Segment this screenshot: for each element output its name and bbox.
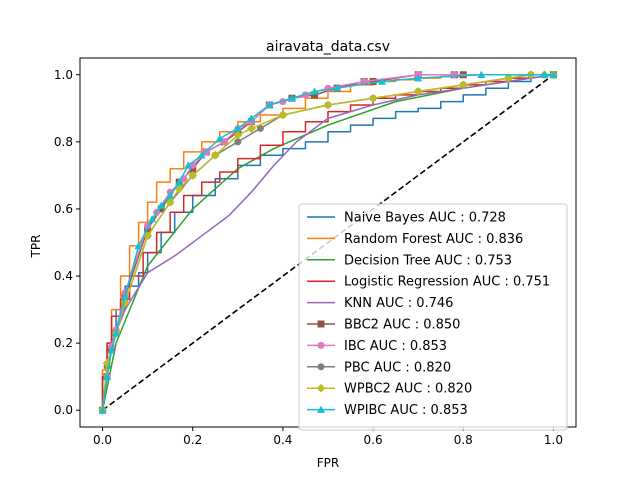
- legend-box: [298, 203, 568, 431]
- data-point-marker: [369, 77, 377, 85]
- y-tick-label: 0.4: [54, 269, 73, 283]
- data-point-marker: [134, 241, 143, 250]
- axis-ticks: 0.0 0.2 0.4 0.6 0.8 1.0 0.0 0.2 0.4 0.6 0.8 1.0: [54, 68, 563, 447]
- data-point-marker: [210, 150, 220, 160]
- y-tick-label: 0.6: [54, 202, 73, 216]
- legend-item: KNN AUC : 0.746: [307, 296, 453, 311]
- data-point-marker: [215, 134, 224, 142]
- legend-item: Decision Tree AUC : 0.753: [307, 253, 512, 268]
- series-line: [101, 74, 554, 411]
- data-point-marker: [317, 320, 325, 328]
- data-point-marker: [233, 124, 242, 132]
- legend-label: KNN AUC : 0.746: [344, 296, 453, 311]
- legend-item: Naive Bayes AUC : 0.728: [307, 211, 506, 226]
- series-line: [101, 74, 554, 411]
- data-point-marker: [458, 80, 468, 90]
- data-point-marker: [413, 87, 423, 96]
- legend-label: Logistic Regression AUC : 0.751: [344, 275, 550, 290]
- x-tick-label: 0.4: [273, 433, 292, 447]
- series-4: [101, 74, 554, 411]
- data-point-marker: [278, 110, 288, 120]
- data-point-marker: [165, 197, 175, 207]
- data-point-marker: [107, 345, 116, 354]
- legend-item: WPIBC AUC : 0.853: [307, 403, 468, 418]
- data-point-marker: [332, 84, 342, 92]
- series-9: [98, 70, 558, 414]
- legend-item: BBC2 AUC : 0.850: [307, 318, 460, 333]
- x-tick-label: 0.6: [364, 433, 383, 447]
- x-tick-label: 1.0: [544, 433, 563, 447]
- x-axis-label: FPR: [317, 456, 339, 470]
- legend-label: IBC AUC : 0.853: [344, 339, 447, 354]
- data-point-marker: [414, 74, 423, 82]
- data-point-marker: [175, 178, 184, 186]
- y-tick-label: 1.0: [54, 68, 73, 82]
- x-tick-label: 0.8: [454, 433, 473, 447]
- legend-label: PBC AUC : 0.820: [344, 360, 451, 375]
- data-point-marker: [317, 341, 325, 349]
- data-point-marker: [184, 161, 193, 169]
- plot-area: [98, 70, 558, 415]
- data-point-marker: [234, 138, 242, 146]
- legend-item: IBC AUC : 0.853: [307, 339, 447, 354]
- data-point-marker: [549, 70, 558, 78]
- data-point-marker: [316, 405, 326, 413]
- chart-title: airavata_data.csv: [266, 39, 390, 55]
- legend-label: WPIBC AUC : 0.853: [344, 403, 468, 418]
- legend-label: Naive Bayes AUC : 0.728: [344, 211, 506, 226]
- legend-item: Logistic Regression AUC : 0.751: [307, 275, 550, 290]
- legend-label: WPBC2 AUC : 0.820: [344, 382, 472, 397]
- data-point-marker: [287, 94, 296, 102]
- data-point-marker: [157, 205, 165, 213]
- x-tick-label: 0.0: [93, 433, 112, 447]
- data-point-marker: [112, 329, 121, 337]
- data-point-marker: [477, 70, 486, 78]
- data-point-marker: [103, 372, 112, 380]
- data-point-marker: [157, 201, 166, 209]
- data-point-marker: [121, 292, 130, 300]
- legend-label: Decision Tree AUC : 0.753: [344, 253, 512, 268]
- data-point-marker: [540, 70, 549, 78]
- legend-label: BBC2 AUC : 0.850: [344, 318, 460, 333]
- data-point-marker: [503, 73, 513, 83]
- legend: Naive Bayes AUC : 0.728 Random Forest AUC…: [298, 203, 568, 431]
- data-point-marker: [98, 406, 107, 414]
- legend-item: PBC AUC : 0.820: [307, 360, 451, 375]
- data-point-marker: [316, 383, 326, 393]
- data-point-marker: [378, 77, 387, 85]
- data-point-marker: [246, 124, 256, 133]
- data-point-marker: [233, 130, 243, 140]
- legend-item: Random Forest AUC : 0.836: [307, 232, 523, 247]
- data-point-marker: [166, 191, 175, 199]
- data-point-marker: [256, 124, 264, 132]
- legend-label: Random Forest AUC : 0.836: [344, 232, 523, 247]
- data-point-marker: [197, 151, 206, 159]
- data-point-marker: [188, 171, 198, 180]
- legend-item: WPBC2 AUC : 0.820: [307, 382, 472, 397]
- data-point-marker: [368, 93, 378, 103]
- series-line: [101, 74, 554, 411]
- data-point-marker: [310, 91, 318, 99]
- data-point-marker: [247, 114, 256, 122]
- data-point-marker: [323, 100, 333, 110]
- data-point-marker: [317, 363, 325, 371]
- y-tick-label: 0.8: [54, 135, 73, 149]
- y-axis-label: TPR: [29, 235, 43, 259]
- data-point-marker: [148, 214, 157, 223]
- data-point-marker: [265, 100, 274, 109]
- x-tick-label: 0.2: [183, 433, 202, 447]
- y-tick-label: 0.2: [54, 336, 73, 350]
- data-point-marker: [450, 71, 458, 79]
- y-tick-label: 0.0: [54, 403, 73, 417]
- data-point-marker: [310, 87, 319, 95]
